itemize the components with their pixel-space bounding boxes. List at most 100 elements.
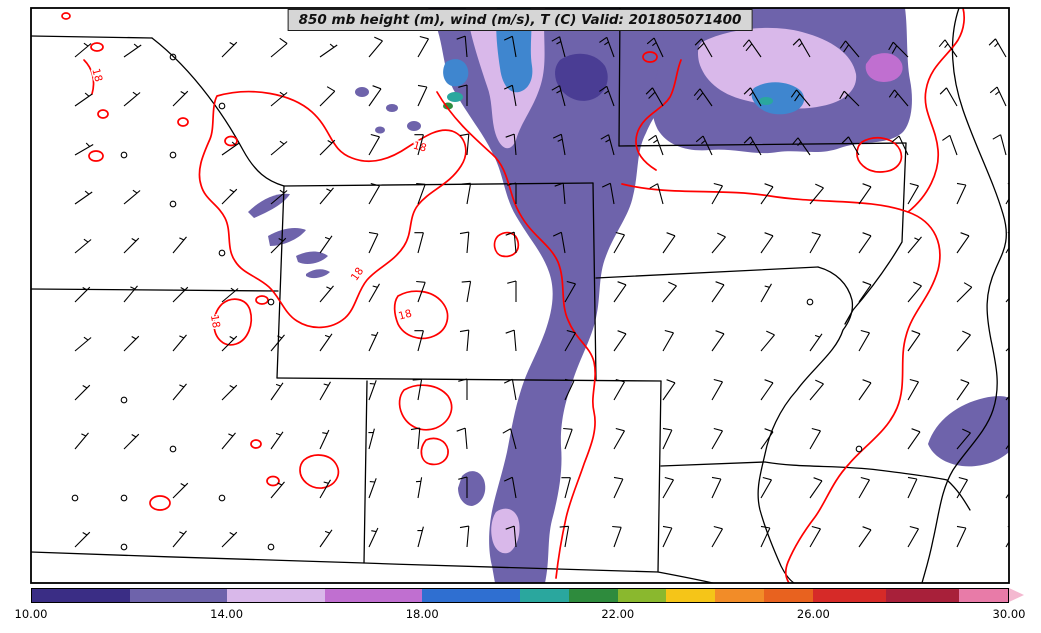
wind-barb xyxy=(760,379,774,401)
wind-barb xyxy=(319,529,333,548)
wind-barb xyxy=(368,231,379,254)
wind-barb xyxy=(414,134,424,156)
wind-barb xyxy=(507,182,517,204)
wind-barb xyxy=(172,530,187,548)
wind-barb xyxy=(645,87,664,107)
wind-barb xyxy=(956,379,970,401)
wind-barb xyxy=(416,182,426,205)
wind-barb xyxy=(270,481,285,499)
wind-barb xyxy=(695,135,713,156)
wind-barb xyxy=(601,182,615,205)
wind-barb xyxy=(172,90,189,107)
wind-barb xyxy=(1005,525,1009,548)
wind-barb xyxy=(956,525,967,548)
wind-barb xyxy=(417,84,428,107)
wind-barb xyxy=(459,329,470,352)
wind-barb xyxy=(123,237,140,254)
wind-barb xyxy=(956,476,968,499)
wind-barb xyxy=(760,476,772,499)
wind-barb-calm xyxy=(169,445,177,453)
wind-barb xyxy=(760,428,774,450)
wind-barb xyxy=(368,133,380,156)
wind-barb xyxy=(505,329,517,352)
wind-barb xyxy=(221,41,238,58)
wind-barb xyxy=(648,134,664,156)
wind-barb xyxy=(791,137,811,156)
wind-barb xyxy=(505,231,517,254)
wind-barb xyxy=(505,525,517,548)
plot-title: 850 mb height (m), wind (m/s), T (C) Val… xyxy=(287,9,753,31)
wind-barb xyxy=(839,40,860,58)
wind-barb xyxy=(507,280,517,302)
wind-barb xyxy=(858,476,870,499)
wind-barb xyxy=(956,428,971,450)
wind-barb xyxy=(942,134,958,156)
state-borders xyxy=(31,8,1007,583)
wind-barb-calm xyxy=(267,543,275,551)
wind-barb xyxy=(1005,492,1009,499)
wind-barb xyxy=(711,525,723,548)
wind-barb-calm xyxy=(855,445,863,453)
wind-barb xyxy=(888,41,909,58)
wind-barb xyxy=(172,236,187,254)
wind-barb xyxy=(415,477,423,499)
wind-barb xyxy=(711,182,723,205)
wind-barb xyxy=(613,427,625,450)
wind-barb xyxy=(907,236,922,254)
wind-barb xyxy=(613,281,627,303)
temperature-contours xyxy=(61,8,965,583)
wind-barb xyxy=(456,35,468,58)
wind-barb xyxy=(461,280,472,303)
wind-barb xyxy=(858,526,872,548)
wind-barb xyxy=(412,378,423,401)
wind-barb xyxy=(123,43,142,58)
wind-barb xyxy=(809,379,824,401)
wind-barb xyxy=(270,382,284,401)
wind-barb xyxy=(711,476,722,499)
wind-barb xyxy=(503,378,517,401)
wind-barb xyxy=(74,190,93,205)
wind-barb xyxy=(270,431,284,450)
wind-barb xyxy=(1005,395,1009,401)
wind-barb xyxy=(74,531,91,548)
wind-barb xyxy=(711,232,726,254)
map-frame xyxy=(30,7,1010,584)
wind-barb xyxy=(711,281,725,303)
wind-barb xyxy=(221,432,236,450)
contour-label: 18 xyxy=(397,308,413,323)
wind-barb xyxy=(564,378,575,401)
colorbar-segment xyxy=(763,589,813,602)
wind-barb xyxy=(270,140,288,156)
wind-barb xyxy=(410,427,421,450)
wind-barb xyxy=(270,37,288,58)
wind-barb-calm xyxy=(71,494,79,502)
colorbar-segment xyxy=(32,589,130,602)
temperature-fill-regions xyxy=(248,8,1009,583)
wind-barb xyxy=(561,477,571,499)
wind-barb xyxy=(551,85,566,107)
wind-barb xyxy=(123,335,140,352)
colorbar-segment xyxy=(666,589,716,602)
wind-barb xyxy=(907,182,919,205)
wind-barb xyxy=(414,232,424,254)
wind-barb xyxy=(760,525,771,548)
wind-barb xyxy=(368,85,382,107)
wind-barb xyxy=(612,525,622,548)
contour-label: 18 xyxy=(208,314,222,329)
wind-barb xyxy=(552,133,566,156)
wind-barb xyxy=(760,183,774,205)
wind-barb xyxy=(319,381,331,401)
colorbar-segment xyxy=(324,589,423,602)
wind-barb-calm xyxy=(120,494,128,502)
wind-barb xyxy=(992,134,1007,156)
wind-barb xyxy=(891,135,909,156)
colorbar-ticks: 10.00 14.00 18.00 22.00 26.00 30.00 xyxy=(0,607,1041,625)
wind-barb xyxy=(368,331,379,352)
wind-barb-calm xyxy=(120,543,128,551)
wind-barb xyxy=(711,330,725,352)
wind-barb xyxy=(123,189,141,205)
wind-barb xyxy=(368,527,379,548)
wind-barb xyxy=(711,427,723,450)
wind-barb xyxy=(907,330,921,352)
wind-barb-calm xyxy=(218,494,226,502)
